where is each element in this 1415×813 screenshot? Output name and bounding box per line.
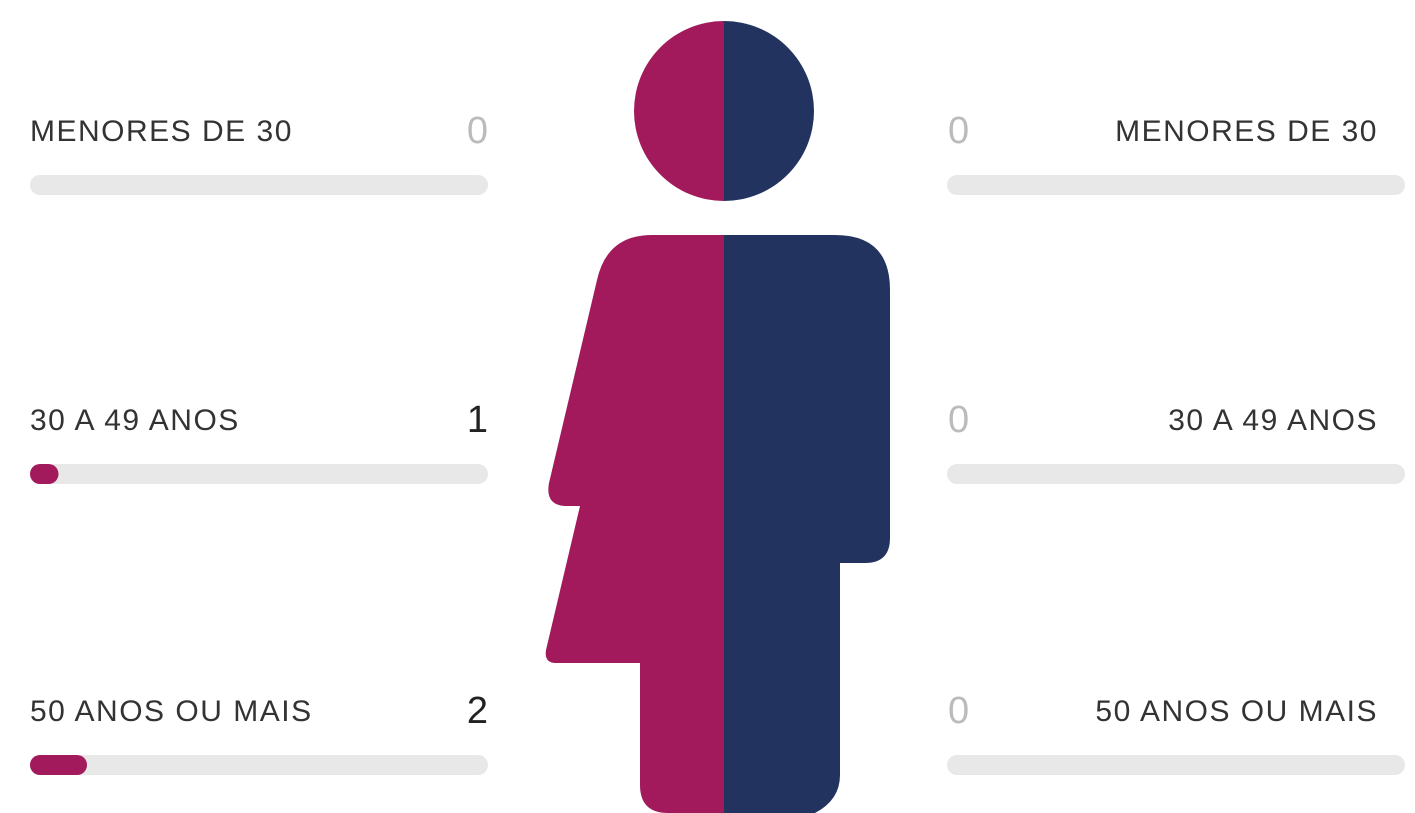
bar-track: [947, 175, 1405, 195]
bar-track: [30, 175, 488, 195]
group-label: 30 A 49 ANOS: [30, 404, 240, 437]
group-label: MENORES DE 30: [30, 115, 293, 148]
bar-fill: [30, 464, 59, 484]
body-female: [545, 235, 724, 813]
group-label: MENORES DE 30: [1115, 115, 1378, 148]
head-female: [634, 21, 724, 201]
group-count: 0: [948, 690, 969, 732]
bar-fill: [30, 755, 87, 775]
bar-track: [30, 464, 488, 484]
group-count: 0: [948, 110, 969, 152]
body-male: [724, 235, 890, 813]
group-count: 2: [467, 690, 488, 732]
bar-track: [947, 755, 1405, 775]
group-label: 50 ANOS OU MAIS: [1095, 695, 1378, 728]
figure: [545, 21, 890, 813]
group-label: 50 ANOS OU MAIS: [30, 695, 313, 728]
group-label: 30 A 49 ANOS: [1168, 404, 1378, 437]
group-count: 1: [467, 399, 488, 441]
bar-track: [947, 464, 1405, 484]
bar-track: [30, 755, 488, 775]
head-male: [724, 21, 814, 201]
group-count: 0: [467, 110, 488, 152]
group-count: 0: [948, 399, 969, 441]
